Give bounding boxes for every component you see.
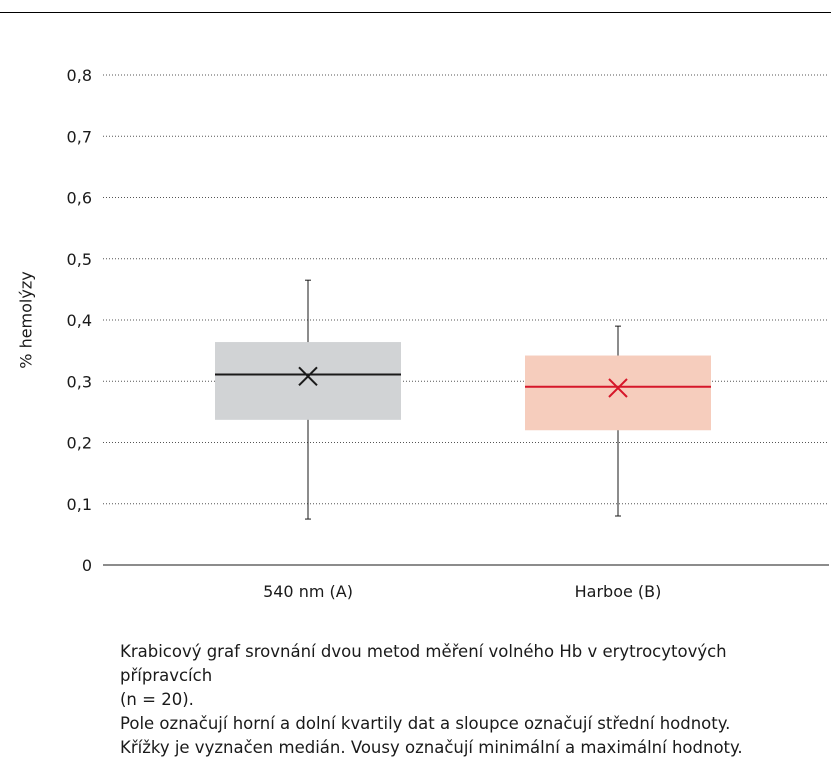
y-tick-label: 0,1 — [67, 495, 92, 514]
box-iqr — [525, 355, 711, 431]
y-tick-label: 0,5 — [67, 250, 92, 269]
box-iqr — [215, 342, 401, 420]
y-tick-label: 0,4 — [67, 311, 92, 330]
median-marker — [298, 366, 318, 387]
box-plot-chart: 0 0,1 0,2 0,3 0,4 0,5 0,6 0,7 0,8 540 nm (A) Harbo… — [67, 66, 829, 601]
y-tick-label: 0,6 — [67, 189, 92, 208]
y-tick-label: 0 — [82, 556, 92, 575]
x-category-label: 540 nm (A) — [263, 582, 353, 601]
y-tick-label: 0,2 — [67, 434, 92, 453]
y-tick-label: 0,3 — [67, 372, 92, 391]
caption-line-4: Křížky je vyznačen medián. Vousy označuj… — [120, 738, 743, 757]
top-rule — [0, 12, 831, 13]
caption-line-1: Krabicový graf srovnání dvou metod měřen… — [120, 642, 727, 685]
y-tick-label: 0,8 — [67, 66, 92, 85]
caption-line-2: (n = 20). — [120, 690, 194, 709]
y-axis-label: % hemolýzy — [16, 271, 36, 369]
figure-caption: Krabicový graf srovnání dvou metod měřen… — [120, 640, 820, 760]
x-category-label: Harboe (B) — [575, 582, 662, 601]
caption-line-3: Pole označují horní a dolní kvartily dat… — [120, 714, 731, 733]
median-marker — [608, 378, 628, 398]
y-tick-label: 0,7 — [67, 127, 92, 146]
